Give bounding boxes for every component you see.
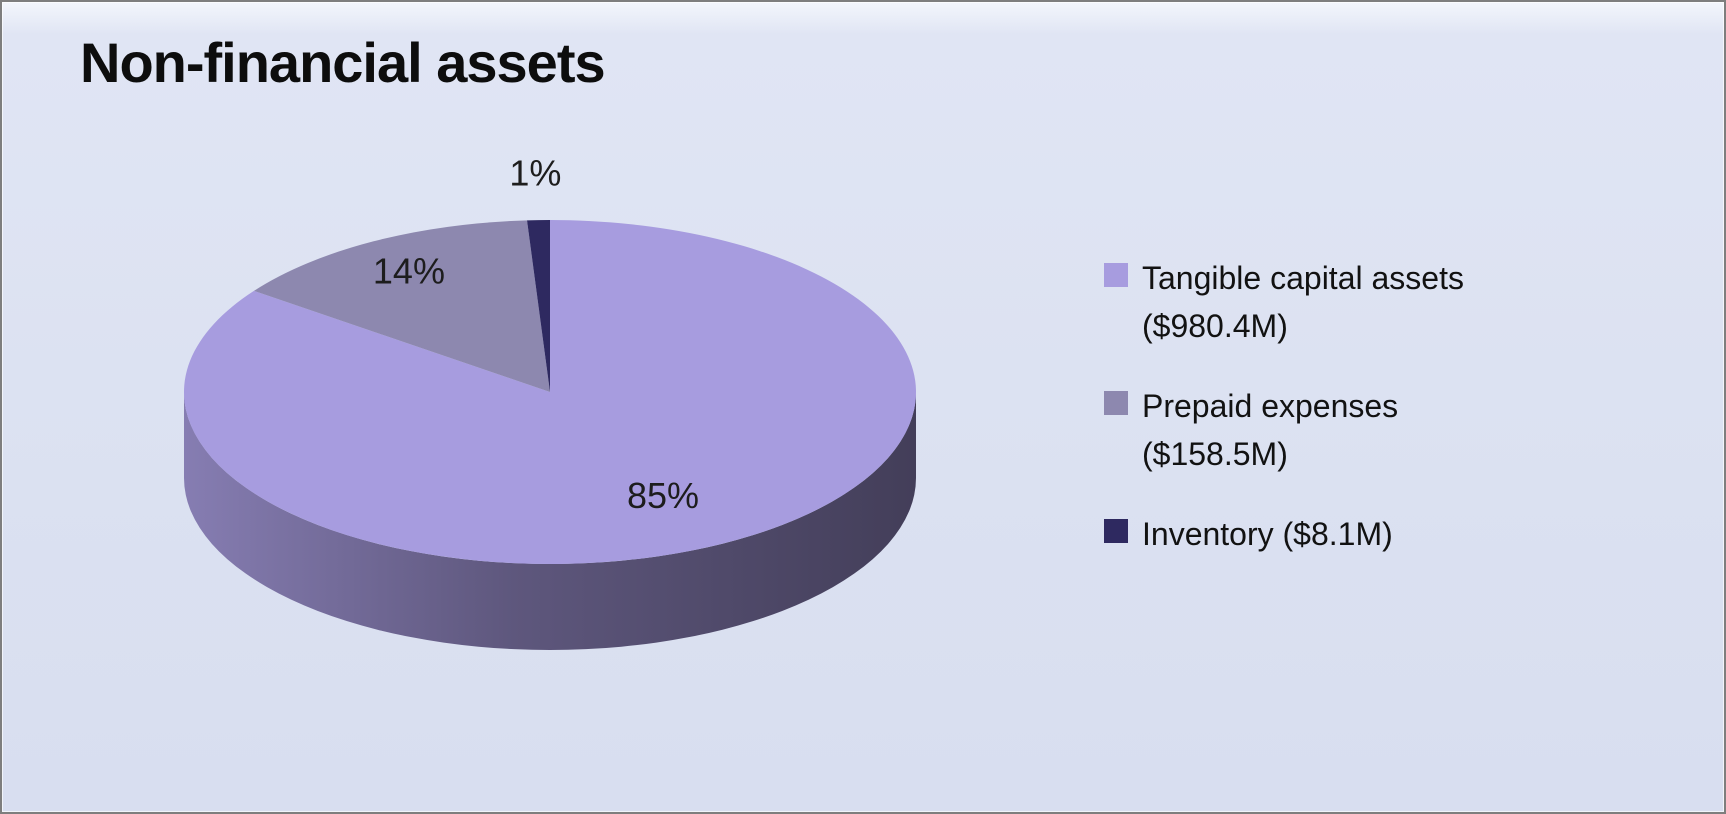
pie-slice-inventory bbox=[527, 220, 550, 392]
percent-label-inventory: 1% bbox=[509, 153, 561, 194]
legend-label-tangible-capital-assets: Tangible capital assets ($980.4M) bbox=[1142, 260, 1464, 344]
legend-swatch-tangible-capital-assets bbox=[1104, 263, 1128, 287]
percent-label-prepaid-expenses: 14% bbox=[373, 250, 445, 291]
legend-swatch-prepaid-expenses bbox=[1104, 391, 1128, 415]
legend-item-inventory: Inventory ($8.1M) bbox=[1104, 510, 1544, 558]
chart-title: Non-financial assets bbox=[80, 31, 606, 94]
legend-item-prepaid-expenses: Prepaid expenses ($158.5M) bbox=[1104, 382, 1544, 478]
pie-slice-prepaid-expenses bbox=[253, 220, 550, 392]
legend-swatch-inventory bbox=[1104, 519, 1128, 543]
legend: Tangible capital assets ($980.4M) Prepai… bbox=[1104, 254, 1544, 590]
legend-label-prepaid-expenses: Prepaid expenses ($158.5M) bbox=[1142, 388, 1399, 472]
legend-label-inventory: Inventory ($8.1M) bbox=[1142, 516, 1393, 552]
legend-item-tangible-capital-assets: Tangible capital assets ($980.4M) bbox=[1104, 254, 1544, 350]
percent-label-tangible-capital-assets: 85% bbox=[627, 475, 699, 516]
pie-side-tangible-capital-assets bbox=[184, 392, 916, 650]
